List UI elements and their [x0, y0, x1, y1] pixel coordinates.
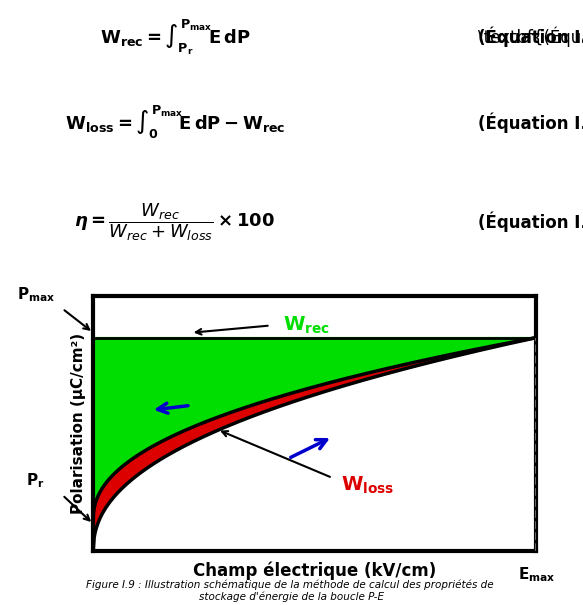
- Text: $\mathbf{W_{loss} = \int_0^{P_{max}} \! E\,dP - W_{rec}}$: $\mathbf{W_{loss} = \int_0^{P_{max}} \! …: [65, 103, 285, 141]
- Polygon shape: [93, 338, 536, 519]
- Polygon shape: [93, 338, 536, 551]
- Text: (Équation I.: (Équation I.: [478, 27, 583, 47]
- Text: $\boldsymbol{\eta = \dfrac{W_{rec}}{W_{rec}+W_{loss}} \times 100}$: $\boldsymbol{\eta = \dfrac{W_{rec}}{W_{r…: [75, 201, 275, 243]
- Text: \textbf{(Équation I.}: \textbf{(Équation I.}: [478, 27, 583, 47]
- Text: $\mathbf{P_r}$: $\mathbf{P_r}$: [26, 471, 45, 490]
- Text: $\mathbf{W_{rec}}$: $\mathbf{W_{rec}}$: [283, 315, 329, 336]
- Text: (Équation I.: (Équation I.: [478, 212, 583, 232]
- Text: Figure I.9 : Illustration schématique de la méthode de calcul des propriétés de : Figure I.9 : Illustration schématique de…: [86, 579, 497, 602]
- Y-axis label: Polarisation (μC/cm²): Polarisation (μC/cm²): [71, 333, 86, 514]
- Text: $\mathbf{W_{rec} = \int_{P_r}^{P_{max}} \! E\,dP}$: $\mathbf{W_{rec} = \int_{P_r}^{P_{max}} …: [100, 18, 250, 56]
- Text: $\mathbf{P_{max}}$: $\mathbf{P_{max}}$: [16, 285, 55, 304]
- Text: $\mathbf{E_{max}}$: $\mathbf{E_{max}}$: [518, 565, 555, 584]
- Text: (Équation I.: (Équation I.: [478, 112, 583, 132]
- X-axis label: Champ électrique (kV/cm): Champ électrique (kV/cm): [193, 561, 437, 580]
- Text: $\mathbf{W_{loss}}$: $\mathbf{W_{loss}}$: [341, 474, 395, 496]
